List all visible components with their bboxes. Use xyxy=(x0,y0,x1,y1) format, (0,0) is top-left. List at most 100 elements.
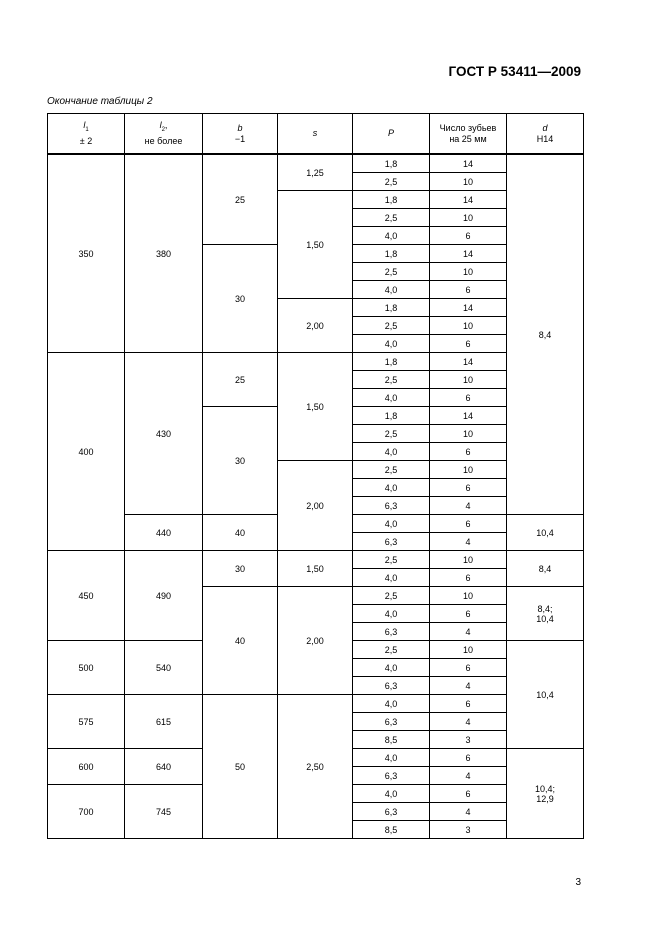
cell-l2: 380 xyxy=(124,153,203,353)
cell-l2: 640 xyxy=(124,748,203,785)
cell-s: 2,00 xyxy=(277,460,353,551)
cell-P: 2,5 xyxy=(352,550,430,569)
cell-P: 6,3 xyxy=(352,532,430,551)
cell-l1: 500 xyxy=(47,640,125,695)
data-table: l1 ± 2 l2, не более b −1 s P Число зубьев на 25 м… xyxy=(47,113,584,839)
table-row: 4,0 6 xyxy=(48,568,584,587)
table-row: 440 40 4,0 6 10,4 xyxy=(48,514,584,551)
cell-s: 1,50 xyxy=(277,352,353,461)
cell-P: 4,0 xyxy=(352,604,430,623)
cell-teeth: 10 xyxy=(429,550,507,569)
cell-P: 6,3 xyxy=(352,766,430,785)
cell-P: 1,8 xyxy=(352,190,430,209)
cell-d: 8,4 xyxy=(506,153,584,515)
cell-teeth: 3 xyxy=(429,820,507,839)
cell-b: 25 xyxy=(202,352,278,407)
table-row: 500 540 2,5 10 10,4 xyxy=(47,640,584,749)
cell-teeth: 14 xyxy=(429,190,507,209)
cell-teeth: 14 xyxy=(429,406,507,425)
cell-teeth: 14 xyxy=(429,244,507,263)
cell-teeth: 4 xyxy=(429,766,507,785)
cell-l1: 575 xyxy=(47,694,125,749)
cell-P: 6,3 xyxy=(352,712,430,731)
cell-P: 4,0 xyxy=(352,478,430,497)
table-row: 2,5 10 xyxy=(48,208,584,227)
cell-l2: 745 xyxy=(124,784,203,839)
cell-teeth: 10 xyxy=(429,262,507,281)
cell-P: 1,8 xyxy=(352,352,430,371)
cell-P: 2,5 xyxy=(352,640,430,659)
column-header-s: s xyxy=(277,113,353,155)
cell-teeth: 10 xyxy=(429,172,507,191)
cell-l1: 600 xyxy=(47,748,125,785)
cell-b: 30 xyxy=(202,244,278,353)
cell-l1: 700 xyxy=(47,784,125,839)
cell-l2: 615 xyxy=(124,694,203,749)
cell-teeth: 10 xyxy=(429,586,507,605)
cell-l2: 540 xyxy=(124,640,203,695)
cell-P: 1,8 xyxy=(352,298,430,317)
cell-P: 6,3 xyxy=(352,676,430,695)
cell-P: 8,5 xyxy=(352,730,430,749)
cell-P: 2,5 xyxy=(352,208,430,227)
cell-P: 4,0 xyxy=(352,694,430,713)
cell-teeth: 4 xyxy=(429,712,507,731)
cell-s: 2,00 xyxy=(277,586,353,695)
table-row: 350 380 25 1,25 1,8 14 8,4 xyxy=(47,153,584,515)
table-row: 40 2,00 2,5 10 8,4; 10,4 xyxy=(48,586,584,695)
cell-b: 30 xyxy=(202,406,278,515)
cell-s: 2,00 xyxy=(277,298,353,353)
cell-P: 1,8 xyxy=(352,244,430,263)
column-header-l1: l1 ± 2 xyxy=(47,113,125,155)
column-header-P: P xyxy=(352,113,430,155)
cell-P: 4,0 xyxy=(352,514,430,533)
table-row: 30 1,8 14 xyxy=(48,244,584,353)
cell-d: 8,4 xyxy=(506,550,584,587)
cell-teeth: 4 xyxy=(429,802,507,821)
table-row: 2,00 1,8 14 xyxy=(48,298,584,353)
cell-teeth: 6 xyxy=(429,388,507,407)
table-row: 450 490 30 1,50 2,5 10 8,4 xyxy=(47,550,584,641)
cell-teeth: 6 xyxy=(429,658,507,677)
cell-P: 2,5 xyxy=(352,370,430,389)
cell-s: 1,50 xyxy=(277,550,353,587)
cell-teeth: 6 xyxy=(429,604,507,623)
table-row: 400 430 25 1,50 1,8 14 xyxy=(47,352,584,551)
cell-teeth: 10 xyxy=(429,208,507,227)
cell-P: 6,3 xyxy=(352,622,430,641)
cell-b: 25 xyxy=(202,153,278,245)
cell-b: 50 xyxy=(202,694,278,839)
cell-b: 40 xyxy=(202,586,278,695)
cell-P: 4,0 xyxy=(352,748,430,767)
cell-teeth: 10 xyxy=(429,640,507,659)
cell-P: 4,0 xyxy=(352,784,430,803)
cell-teeth: 6 xyxy=(429,514,507,533)
cell-teeth: 4 xyxy=(429,622,507,641)
cell-b: 30 xyxy=(202,550,278,587)
table-header-row: l1 ± 2 l2, не более b −1 s P Число зубьев на 25 м… xyxy=(47,113,584,155)
cell-teeth: 6 xyxy=(429,568,507,587)
cell-P: 4,0 xyxy=(352,658,430,677)
cell-P: 4,0 xyxy=(352,280,430,299)
table-row: 2,5 10 xyxy=(48,172,584,191)
cell-P: 2,5 xyxy=(352,424,430,443)
cell-P: 6,3 xyxy=(352,496,430,515)
cell-P: 2,5 xyxy=(352,262,430,281)
cell-d: 10,4 xyxy=(506,514,584,551)
cell-P: 6,3 xyxy=(352,802,430,821)
cell-b: 40 xyxy=(202,514,278,551)
cell-teeth: 6 xyxy=(429,226,507,245)
standard-number: ГОСТ Р 53411—2009 xyxy=(448,64,581,79)
cell-l1: 450 xyxy=(47,550,125,641)
cell-s: 1,25 xyxy=(277,153,353,191)
cell-P: 4,0 xyxy=(352,442,430,461)
table-row: 4,0 6 xyxy=(48,658,584,677)
cell-l1: 400 xyxy=(47,352,125,551)
cell-P: 2,5 xyxy=(352,460,430,479)
cell-teeth: 10 xyxy=(429,460,507,479)
cell-teeth: 6 xyxy=(429,280,507,299)
cell-P: 4,0 xyxy=(352,568,430,587)
cell-teeth: 14 xyxy=(429,352,507,371)
table-row: 2,5 10 xyxy=(48,370,584,389)
cell-teeth: 3 xyxy=(429,730,507,749)
